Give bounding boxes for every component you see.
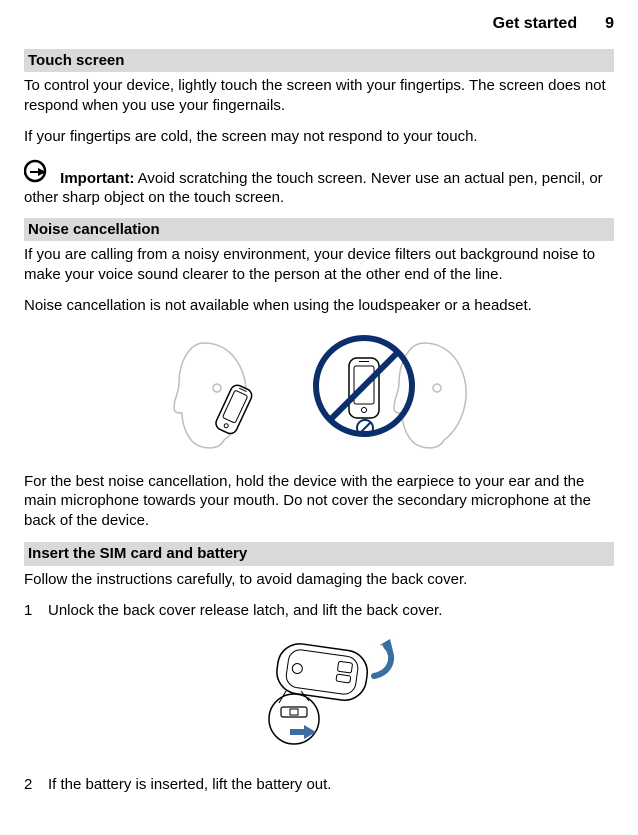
sim-step-2: If the battery is inserted, lift the bat… [24, 775, 614, 795]
sim-step-1: Unlock the back cover release latch, and… [24, 601, 614, 765]
section-heading-touch: Touch screen [24, 49, 614, 73]
touch-p1: To control your device, lightly touch th… [24, 76, 614, 115]
page: Get started 9 Touch screen To control yo… [0, 0, 638, 824]
section-heading-sim: Insert the SIM card and battery [24, 542, 614, 566]
important-text: Important: Avoid scratching the touch sc… [24, 170, 603, 207]
chapter-title: Get started [493, 14, 577, 35]
sim-p1: Follow the instructions carefully, to av… [24, 570, 614, 590]
sim-step-2-text: If the battery is inserted, lift the bat… [48, 775, 614, 795]
noise-p1: If you are calling from a noisy environm… [24, 245, 614, 284]
noise-illustration [24, 328, 614, 458]
page-number: 9 [605, 14, 614, 35]
touch-p2: If your fingertips are cold, the screen … [24, 127, 614, 147]
sim-step-1-text: Unlock the back cover release latch, and… [48, 602, 442, 619]
noise-p3: For the best noise cancellation, hold th… [24, 472, 614, 531]
important-icon [24, 159, 52, 189]
sim-steps: Unlock the back cover release latch, and… [24, 601, 614, 794]
noise-p2: Noise cancellation is not available when… [24, 296, 614, 316]
sim-step1-illustration [48, 631, 614, 751]
section-heading-noise: Noise cancellation [24, 218, 614, 242]
important-label: Important: [60, 170, 134, 187]
important-note: Important: Avoid scratching the touch sc… [24, 159, 614, 208]
page-header: Get started 9 [24, 14, 614, 35]
